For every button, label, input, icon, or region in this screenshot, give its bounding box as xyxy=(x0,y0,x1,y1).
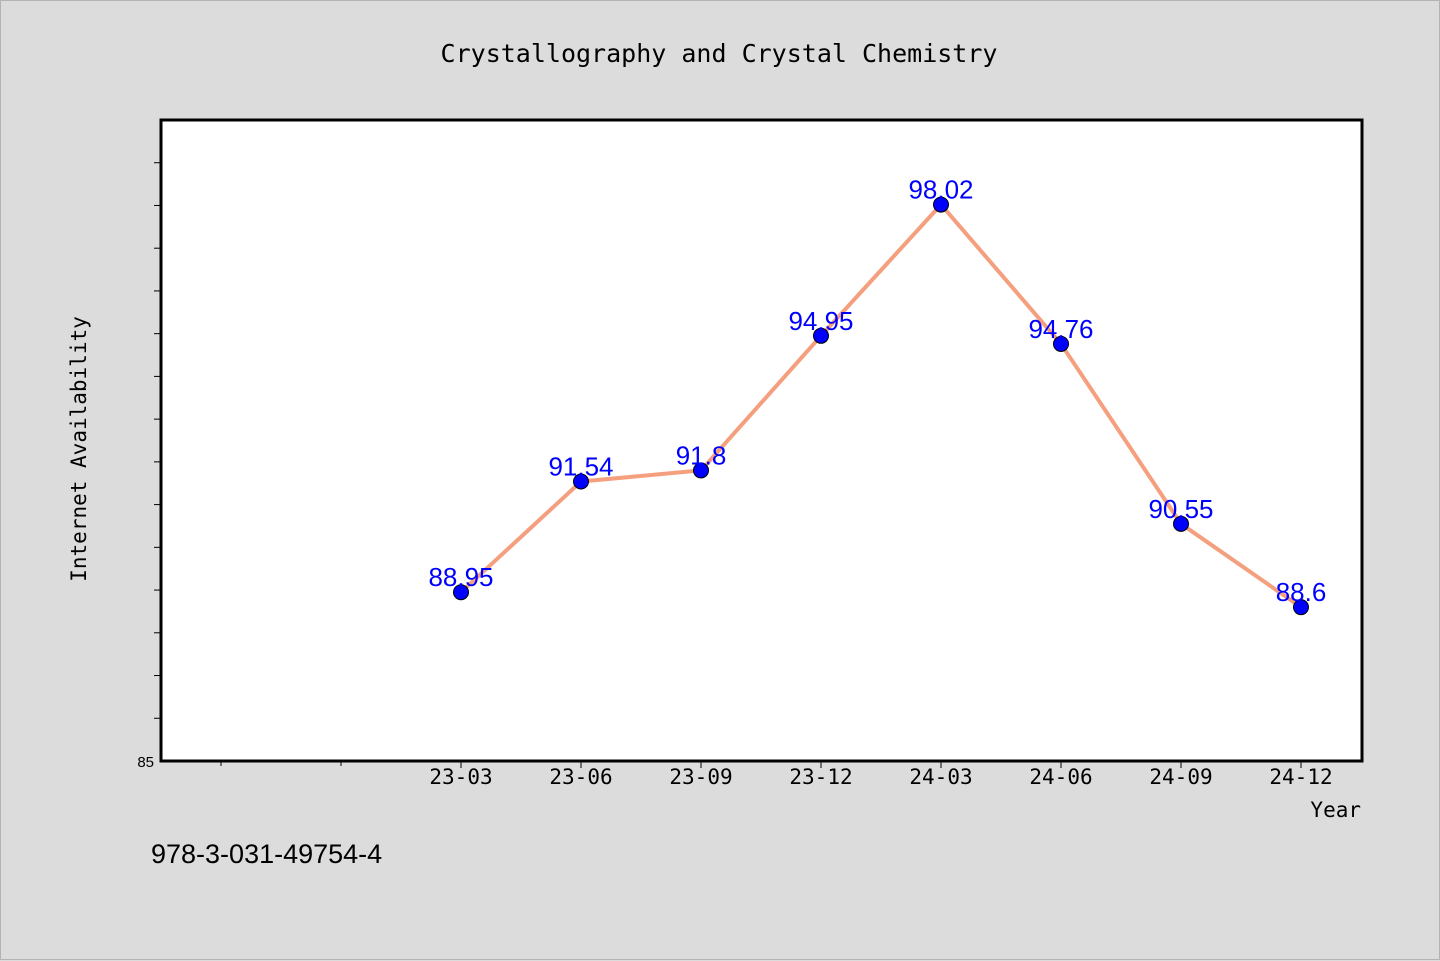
x-tick-label: 23-06 xyxy=(549,765,612,789)
footer-code: 978-3-031-49754-4 xyxy=(151,839,382,869)
data-label: 88.95 xyxy=(428,562,493,592)
data-label: 90.55 xyxy=(1148,494,1213,524)
x-tick-label: 24-06 xyxy=(1029,765,1092,789)
y-axis-label: Internet Availability xyxy=(67,316,91,582)
chart-title: Crystallography and Crystal Chemistry xyxy=(441,39,998,68)
data-label: 88.6 xyxy=(1276,577,1327,607)
data-label: 91.8 xyxy=(676,440,727,470)
data-label: 98.02 xyxy=(908,175,973,205)
data-point xyxy=(1293,599,1309,616)
data-point xyxy=(813,327,829,344)
data-point xyxy=(693,462,709,479)
data-point xyxy=(1053,335,1069,352)
data-label: 94.95 xyxy=(788,306,853,336)
data-label: 94.76 xyxy=(1028,314,1093,344)
x-tick-label: 24-09 xyxy=(1149,765,1212,789)
x-tick-label: 23-12 xyxy=(789,765,852,789)
x-tick-label: 23-09 xyxy=(669,765,732,789)
x-tick-label: 24-03 xyxy=(909,765,972,789)
plot-area xyxy=(159,118,1364,763)
series-line xyxy=(459,202,1303,609)
x-axis-ticks: 23-03 23-06 23-09 23-12 24-03 24-06 24-09 24-12 xyxy=(220,761,1333,789)
x-tick-label: 24-12 xyxy=(1269,765,1332,789)
y-tick-label: 85 xyxy=(137,754,154,771)
x-axis-label: Year xyxy=(1310,798,1361,822)
data-point xyxy=(453,584,469,601)
y-axis-ticks: 85 xyxy=(137,162,161,771)
data-point xyxy=(573,473,589,490)
data-point xyxy=(1173,515,1189,532)
series-layer: 88.95 91.54 91.8 94.95 98.02 94.76 90.55 88.6 xyxy=(428,175,1327,616)
data-label: 91.54 xyxy=(548,452,613,482)
data-point xyxy=(933,196,949,213)
x-tick-label: 23-03 xyxy=(429,765,492,789)
